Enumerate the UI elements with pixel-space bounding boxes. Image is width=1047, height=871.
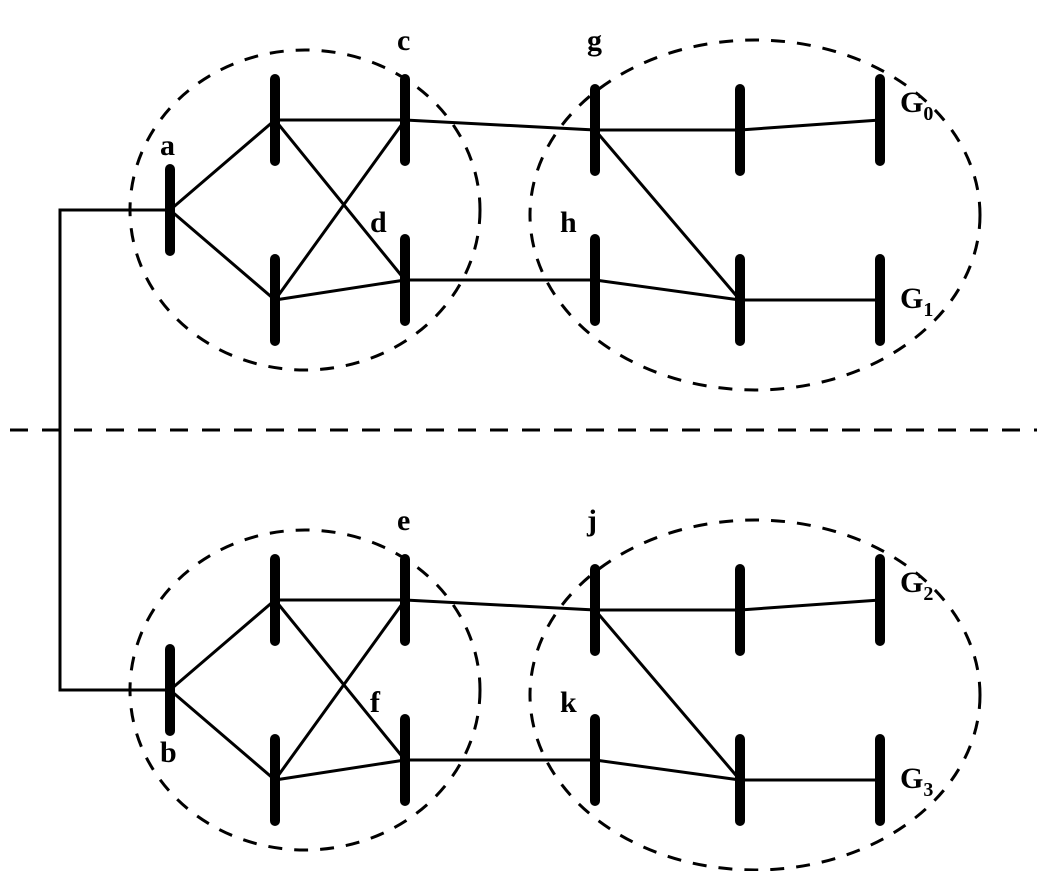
label-c: c — [397, 24, 410, 57]
label-e: e — [397, 504, 410, 537]
label-h: h — [560, 206, 577, 239]
edge-p2-d — [275, 280, 405, 300]
label-G2: G2 — [900, 566, 933, 605]
edge-g-m2 — [595, 130, 740, 300]
cluster-2 — [130, 530, 480, 850]
edge-a-p1 — [170, 120, 275, 210]
edge-p1-d — [275, 120, 405, 280]
label-j: j — [586, 504, 597, 537]
edge-n1-G2 — [740, 600, 880, 610]
label-g: g — [587, 24, 602, 57]
label-b: b — [160, 736, 177, 769]
edge-q1-f — [275, 600, 405, 760]
edge-a-p2 — [170, 210, 275, 300]
label-G0: G0 — [900, 86, 933, 125]
label-G3: G3 — [900, 762, 933, 801]
edge-h-m2 — [595, 280, 740, 300]
label-G1: G1 — [900, 282, 933, 321]
cluster-0 — [130, 50, 480, 370]
edge-m1-G0 — [740, 120, 880, 130]
edge-q2-f — [275, 760, 405, 780]
edge-k-n2 — [595, 760, 740, 780]
label-k: k — [560, 686, 577, 719]
label-d: d — [370, 206, 387, 239]
edge-j-n2 — [595, 610, 740, 780]
edge-b-q2 — [170, 690, 275, 780]
edge-q2-e — [275, 600, 405, 780]
edge-b-q1 — [170, 600, 275, 690]
label-a: a — [160, 129, 175, 162]
label-f: f — [370, 686, 381, 719]
interconnect-0 — [60, 210, 170, 690]
